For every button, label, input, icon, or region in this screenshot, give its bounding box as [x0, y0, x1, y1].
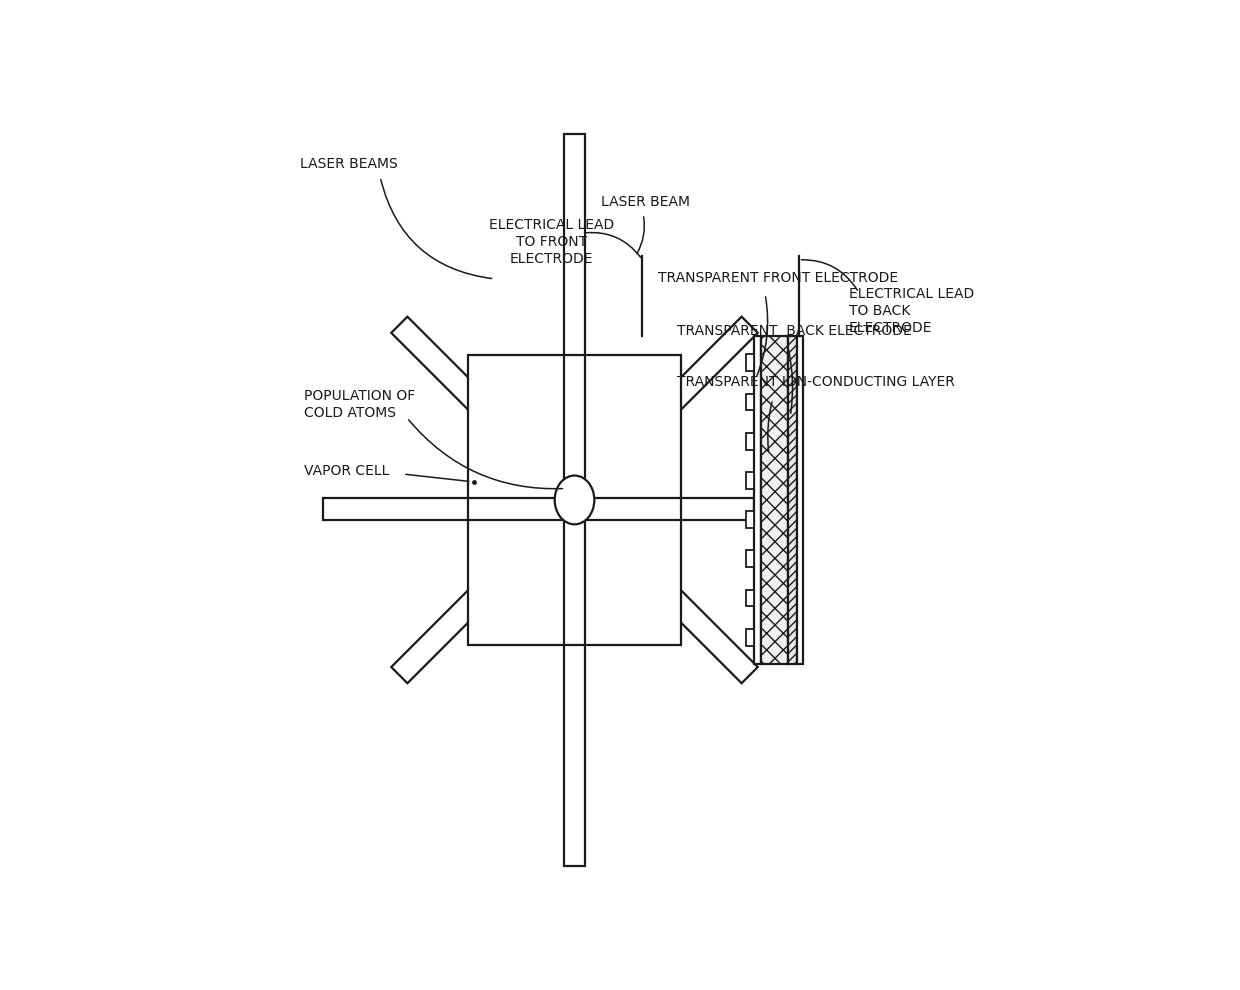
Bar: [467, 355, 681, 644]
Text: LASER BEAMS: LASER BEAMS: [300, 156, 398, 170]
Bar: [787, 336, 797, 664]
Text: POPULATION OF
COLD ATOMS: POPULATION OF COLD ATOMS: [304, 389, 415, 421]
Bar: [746, 394, 754, 410]
Bar: [746, 629, 754, 645]
Text: TRANSPARENT FRONT ELECTRODE: TRANSPARENT FRONT ELECTRODE: [658, 271, 899, 285]
Bar: [467, 355, 681, 644]
Bar: [746, 511, 754, 528]
Text: ELECTRICAL LEAD
TO BACK
ELECTRODE: ELECTRICAL LEAD TO BACK ELECTRODE: [849, 286, 975, 335]
Ellipse shape: [554, 475, 594, 525]
Bar: [761, 336, 787, 664]
Bar: [746, 354, 754, 371]
Bar: [746, 590, 754, 606]
Text: VAPOR CELL: VAPOR CELL: [304, 464, 389, 478]
Text: ELECTRICAL LEAD
TO FRONT
ELECTRODE: ELECTRICAL LEAD TO FRONT ELECTRODE: [489, 218, 614, 266]
Text: TRANSPARENT ION-CONDUCTING LAYER: TRANSPARENT ION-CONDUCTING LAYER: [677, 375, 955, 389]
Text: TRANSPARENT  BACK ELECTRODE: TRANSPARENT BACK ELECTRODE: [677, 325, 913, 339]
Polygon shape: [392, 317, 758, 683]
Bar: [746, 550, 754, 567]
Bar: [746, 433, 754, 449]
Polygon shape: [392, 317, 758, 683]
Bar: [322, 498, 754, 520]
Bar: [797, 336, 804, 664]
Bar: [754, 336, 761, 664]
Text: LASER BEAM: LASER BEAM: [601, 195, 691, 209]
Bar: [564, 134, 585, 866]
Bar: [746, 472, 754, 489]
